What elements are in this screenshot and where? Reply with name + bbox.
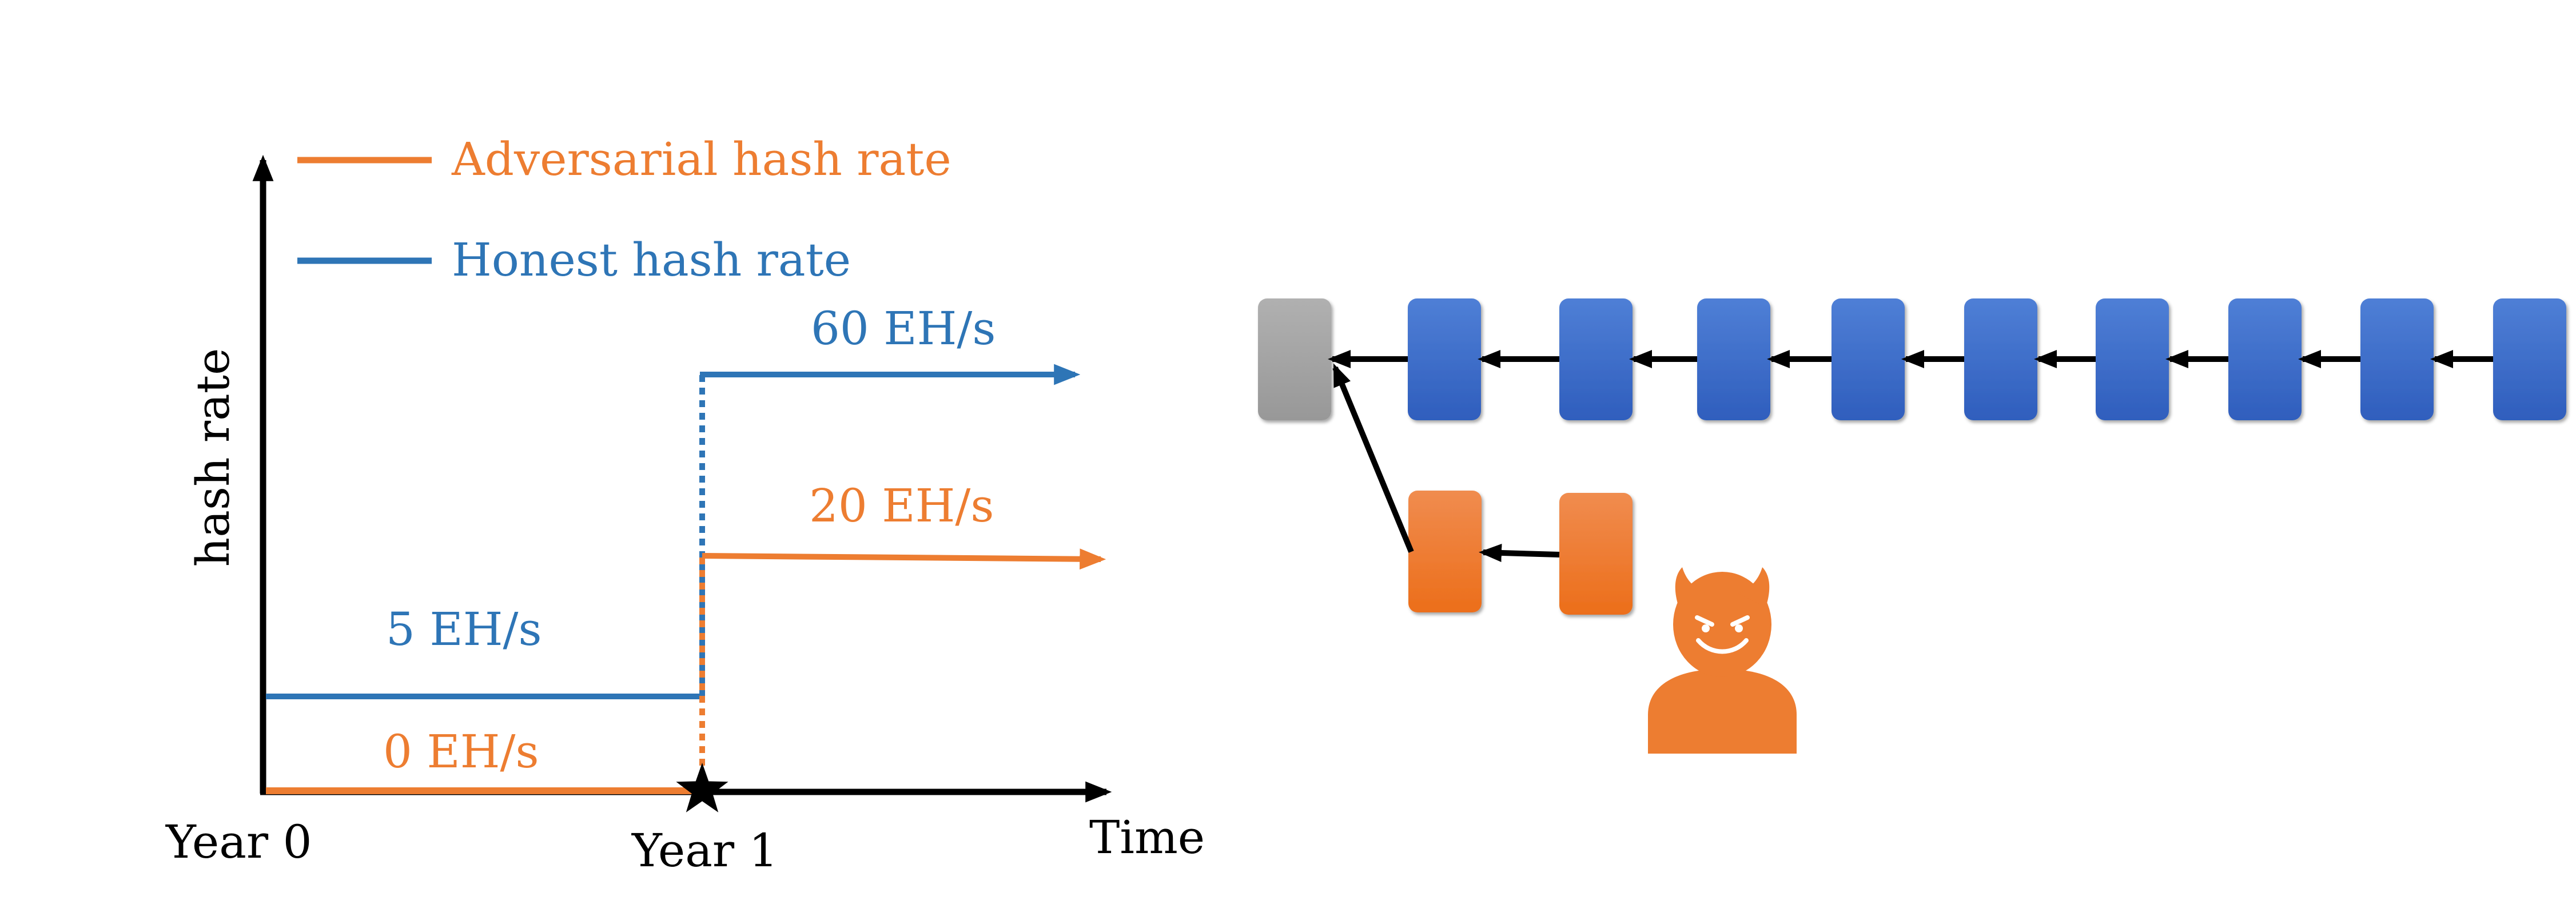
star-icon	[676, 763, 728, 813]
honest-before-value: 5 EH/s	[386, 603, 542, 656]
devil-face	[1695, 615, 1750, 654]
honest-after-value: 60 EH/s	[811, 302, 996, 355]
legend-adversarial-label: Adversarial hash rate	[451, 133, 951, 186]
legend-honest-label: Honest hash rate	[452, 233, 851, 286]
genesis-block	[1258, 298, 1331, 420]
fork-arrow	[1332, 363, 1414, 553]
honest-block	[2493, 298, 2566, 420]
hash-rate-chart: Adversarial hash rate Honest hash rate h…	[165, 133, 1205, 877]
honest-block	[2096, 298, 2169, 420]
adversarial-block	[1559, 493, 1633, 615]
honest-block	[1832, 298, 1905, 420]
honest-block	[1408, 298, 1481, 420]
adversarial-line-after	[702, 548, 1106, 570]
honest-block	[1559, 298, 1633, 420]
adversarial-before-value: 0 EH/s	[383, 725, 539, 778]
tick-year-1: Year 1	[631, 824, 778, 877]
adversarial-block	[1408, 491, 1482, 612]
devil-eye	[1735, 624, 1743, 632]
adversarial-after-value: 20 EH/s	[809, 479, 994, 532]
x-axis-label: Time	[1089, 811, 1205, 864]
blockchain-diagram	[1258, 298, 2566, 754]
honest-block	[2360, 298, 2434, 420]
honest-block	[2228, 298, 2302, 420]
y-axis-label: hash rate	[186, 348, 240, 567]
devil-icon	[1648, 567, 1797, 754]
tick-year-0: Year 0	[165, 815, 312, 869]
honest-block	[1964, 298, 2037, 420]
devil-eye	[1702, 624, 1710, 632]
honest-block	[1697, 298, 1770, 420]
chain-arrow	[1479, 543, 1560, 562]
